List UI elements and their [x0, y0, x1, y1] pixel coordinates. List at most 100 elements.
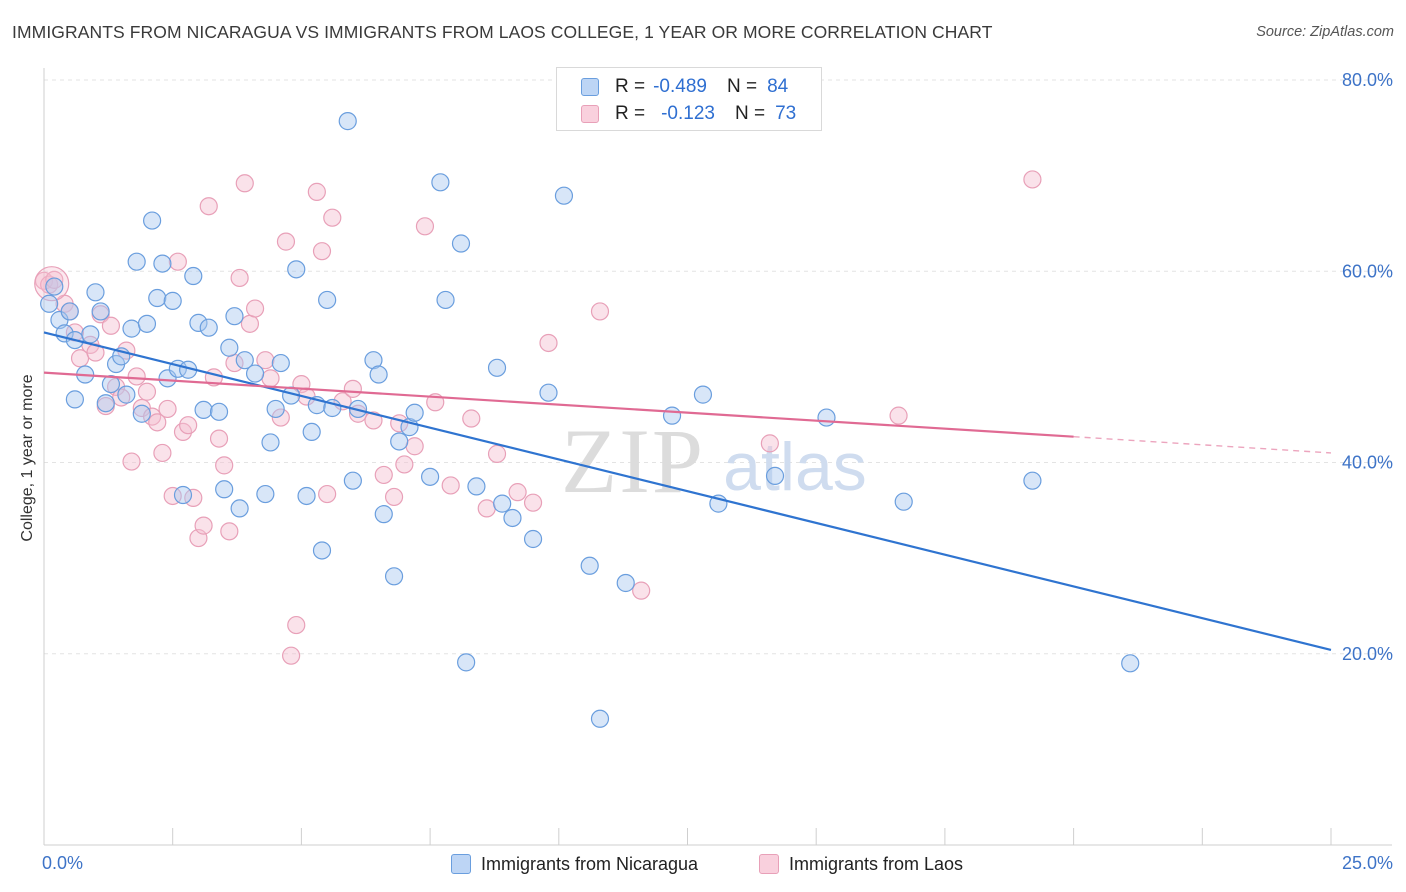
data-point-nicaragua	[503, 508, 522, 528]
data-point-laos	[312, 242, 332, 261]
data-point-nicaragua	[374, 505, 393, 524]
data-point-nicaragua	[590, 709, 610, 728]
data-point-nicaragua	[184, 266, 203, 286]
r-value: -0.123	[661, 103, 715, 124]
data-point-nicaragua	[81, 325, 100, 344]
data-point-laos	[343, 379, 362, 398]
data-point-nicaragua	[225, 307, 244, 326]
data-point-laos	[487, 444, 507, 463]
data-point-nicaragua	[256, 484, 275, 504]
data-point-nicaragua	[431, 173, 450, 192]
data-point-nicaragua	[40, 294, 59, 313]
axes	[43, 68, 1392, 846]
grid-lines	[44, 79, 1392, 655]
n-label: N =	[734, 103, 766, 124]
data-point-nicaragua	[194, 400, 213, 420]
trend-lines	[43, 331, 1332, 651]
data-point-nicaragua	[287, 260, 306, 279]
data-point-nicaragua	[364, 351, 383, 370]
r-label: R =	[615, 76, 646, 97]
data-point-laos	[462, 409, 481, 428]
x-tick-label: 0.0%	[42, 853, 83, 873]
series-laos-points	[34, 170, 1042, 665]
watermark-zip: ZIP	[561, 410, 705, 512]
data-point-nicaragua	[318, 290, 337, 310]
data-point-laos	[209, 429, 229, 448]
data-point-laos	[235, 174, 254, 193]
data-point-laos	[271, 408, 290, 427]
data-point-laos	[122, 452, 141, 471]
data-point-nicaragua	[261, 433, 280, 452]
watermark-atlas: atlas	[723, 429, 867, 505]
x-tick-label: 25.0%	[1342, 853, 1393, 873]
data-point-nicaragua	[45, 277, 64, 296]
data-point-laos	[1023, 170, 1042, 189]
y-tick-label: 20.0%	[1342, 644, 1393, 664]
data-point-nicaragua	[163, 291, 182, 310]
data-point-nicaragua	[312, 541, 332, 560]
data-point-laos	[523, 493, 543, 512]
data-point-laos	[415, 217, 435, 236]
data-point-laos	[179, 416, 198, 435]
data-point-nicaragua	[96, 394, 115, 413]
stats-row-laos: R = -0.123 N = 73	[581, 103, 796, 125]
data-point-laos	[364, 411, 383, 430]
data-point-nicaragua	[137, 314, 157, 333]
data-point-nicaragua	[554, 186, 574, 205]
data-point-nicaragua	[127, 252, 146, 271]
y-tick-label: 60.0%	[1342, 261, 1393, 281]
data-point-laos	[148, 413, 167, 432]
data-point-nicaragua	[369, 365, 388, 384]
data-point-nicaragua	[616, 573, 635, 593]
legend-label-nicaragua: Immigrants from Nicaragua	[481, 853, 699, 874]
trend-line-nicaragua	[43, 331, 1332, 651]
data-point-nicaragua	[230, 499, 249, 518]
data-point-nicaragua	[765, 466, 785, 485]
data-point-laos	[143, 407, 162, 426]
legend-label-laos: Immigrants from Laos	[789, 853, 964, 874]
data-point-laos	[101, 316, 121, 335]
data-point-laos	[477, 499, 496, 518]
data-point-laos	[889, 406, 908, 425]
chart-title: IMMIGRANTS FROM NICARAGUA VS IMMIGRANTS …	[12, 22, 993, 42]
data-point-laos	[106, 377, 126, 397]
r-label: R =	[615, 103, 646, 124]
data-point-laos	[384, 487, 404, 507]
data-point-nicaragua	[153, 254, 172, 273]
data-point-laos	[282, 646, 301, 665]
data-point-laos	[45, 270, 64, 289]
trend-line-laos	[43, 371, 1074, 438]
legend-swatch-blue	[451, 854, 471, 874]
data-point-nicaragua	[580, 556, 599, 575]
y-tick-label: 80.0%	[1342, 70, 1393, 90]
data-point-nicaragua	[390, 432, 409, 451]
legend-swatch-pink	[759, 854, 779, 874]
data-point-laos	[508, 483, 527, 502]
x-tick-labels: 0.0% 25.0%	[42, 853, 1393, 873]
data-point-nicaragua	[101, 374, 121, 394]
data-point-nicaragua	[302, 422, 321, 441]
legend-item-nicaragua[interactable]: Immigrants from Nicaragua	[451, 852, 698, 876]
y-tick-label: 40.0%	[1342, 453, 1393, 473]
data-point-nicaragua	[817, 408, 836, 427]
data-point-laos	[590, 302, 610, 321]
data-point-nicaragua	[143, 211, 162, 230]
data-point-laos	[215, 456, 234, 475]
legend-item-laos[interactable]: Immigrants from Laos	[759, 852, 963, 876]
data-point-laos	[184, 488, 203, 507]
data-point-nicaragua	[405, 403, 424, 422]
data-point-laos	[220, 522, 239, 541]
r-value: -0.489	[653, 76, 707, 97]
data-point-laos	[323, 208, 342, 227]
legend-swatch-pink	[581, 105, 599, 123]
data-point-laos	[199, 197, 218, 216]
data-point-laos	[374, 465, 393, 485]
data-point-nicaragua	[338, 112, 357, 131]
legend-swatch-blue	[581, 78, 599, 96]
data-point-nicaragua	[1023, 471, 1042, 490]
data-point-laos	[307, 182, 326, 201]
data-point-nicaragua	[91, 302, 110, 321]
data-point-nicaragua	[523, 529, 543, 549]
data-point-nicaragua	[86, 283, 105, 302]
